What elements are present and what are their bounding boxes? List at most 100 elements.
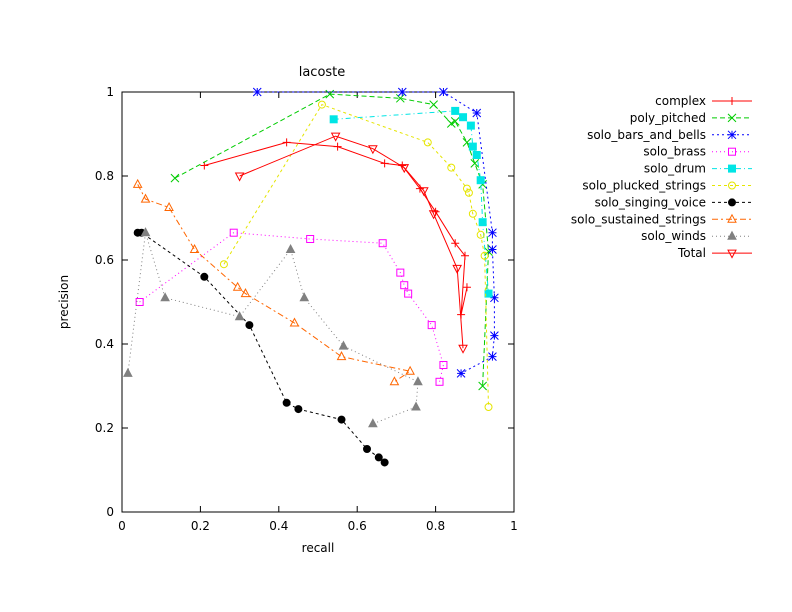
data-point bbox=[488, 245, 497, 254]
data-point bbox=[411, 401, 421, 411]
data-point bbox=[470, 159, 480, 168]
data-point bbox=[395, 93, 405, 103]
data-point bbox=[282, 398, 291, 407]
data-point bbox=[123, 367, 133, 377]
series-layer bbox=[123, 87, 499, 467]
series-line-solo-bars-and-bells bbox=[257, 91, 495, 374]
data-point bbox=[404, 289, 413, 298]
data-point bbox=[132, 178, 143, 188]
plot-frame bbox=[121, 91, 515, 513]
data-point bbox=[480, 251, 489, 260]
data-point bbox=[282, 138, 291, 147]
data-point bbox=[294, 405, 303, 414]
data-point bbox=[435, 377, 444, 386]
series-line-solo-winds bbox=[127, 232, 419, 425]
x-tick-label: 1 bbox=[510, 519, 518, 533]
data-point bbox=[468, 209, 477, 218]
data-point bbox=[330, 132, 341, 142]
data-point bbox=[484, 289, 493, 298]
data-point bbox=[476, 230, 485, 239]
legend-marker-solo-drum bbox=[728, 164, 736, 173]
series-poly-pitched bbox=[170, 89, 493, 391]
data-point bbox=[456, 369, 466, 378]
y-tick-label: 0.4 bbox=[95, 337, 114, 351]
data-point bbox=[462, 283, 471, 292]
y-tick-label: 0 bbox=[106, 505, 114, 519]
data-point bbox=[476, 176, 485, 185]
data-point bbox=[466, 121, 475, 130]
data-point bbox=[160, 292, 170, 302]
data-point bbox=[363, 445, 371, 453]
series-line-solo-plucked-strings bbox=[223, 103, 489, 408]
data-point bbox=[428, 210, 439, 220]
y-axis-label: precision bbox=[57, 275, 71, 329]
data-point bbox=[164, 201, 174, 211]
data-point bbox=[400, 281, 409, 290]
x-axis-label: recall bbox=[302, 541, 335, 555]
data-point bbox=[429, 100, 438, 109]
data-point bbox=[140, 227, 151, 237]
data-point bbox=[478, 381, 487, 391]
series-line-poly-pitched bbox=[174, 93, 490, 387]
legend-label-solo-winds: solo_winds bbox=[641, 229, 706, 243]
data-point bbox=[484, 403, 493, 411]
x-tick-label: 0.8 bbox=[426, 519, 445, 533]
chart-title: lacoste bbox=[299, 65, 346, 80]
data-point bbox=[374, 453, 383, 462]
data-point bbox=[464, 188, 473, 197]
data-point bbox=[234, 172, 245, 182]
data-point bbox=[200, 161, 209, 170]
data-point bbox=[170, 173, 180, 183]
data-point bbox=[405, 365, 415, 375]
legend-marker-total bbox=[727, 249, 737, 259]
series-line-solo-sustained-strings bbox=[137, 184, 412, 383]
data-point bbox=[240, 288, 251, 298]
data-point bbox=[397, 87, 407, 97]
data-point bbox=[252, 87, 262, 97]
series-line-solo-singing-voice bbox=[137, 232, 385, 463]
x-tick-label: 0.4 bbox=[269, 519, 288, 533]
data-point bbox=[306, 235, 315, 243]
data-point bbox=[232, 281, 243, 291]
data-point bbox=[380, 458, 389, 467]
data-point bbox=[333, 142, 342, 151]
legend-marker-solo-winds bbox=[727, 230, 737, 240]
x-tick-label: 0.2 bbox=[191, 519, 210, 533]
data-point bbox=[219, 260, 228, 269]
data-point bbox=[135, 298, 144, 306]
data-point bbox=[451, 106, 460, 115]
legend-marker-complex bbox=[728, 97, 736, 105]
series-solo-plucked-strings bbox=[219, 100, 493, 411]
data-point bbox=[368, 418, 378, 428]
data-point bbox=[189, 243, 200, 253]
legend-label-complex: complex bbox=[655, 94, 706, 108]
data-point bbox=[289, 317, 300, 327]
data-point bbox=[389, 376, 400, 386]
legend-label-solo-singing-voice: solo_singing_voice bbox=[595, 195, 706, 209]
legend-marker-solo-sustained-strings bbox=[727, 213, 737, 223]
series-complex bbox=[200, 138, 471, 319]
y-tick-label: 1 bbox=[106, 85, 114, 99]
legend-label-total: Total bbox=[677, 246, 706, 260]
data-point bbox=[472, 108, 482, 118]
data-point bbox=[490, 331, 499, 340]
data-point bbox=[472, 151, 481, 159]
y-tick-label: 0.8 bbox=[95, 169, 114, 183]
data-point bbox=[413, 376, 423, 386]
data-point bbox=[337, 415, 346, 424]
data-point bbox=[452, 264, 462, 274]
data-point bbox=[234, 311, 245, 321]
data-point bbox=[317, 100, 326, 109]
data-point bbox=[336, 351, 347, 361]
data-point bbox=[325, 89, 335, 99]
series-solo-singing-voice bbox=[133, 228, 389, 467]
data-point bbox=[439, 361, 448, 369]
data-point bbox=[468, 142, 477, 151]
data-point bbox=[451, 239, 460, 248]
data-point bbox=[488, 352, 497, 361]
legend-marker-solo-bars-and-bells bbox=[727, 130, 737, 140]
x-tick-label: 0.6 bbox=[348, 519, 367, 533]
legend-label-poly-pitched: poly_pitched bbox=[630, 111, 706, 125]
legend-marker-solo-brass bbox=[728, 147, 736, 156]
data-point bbox=[439, 87, 448, 97]
